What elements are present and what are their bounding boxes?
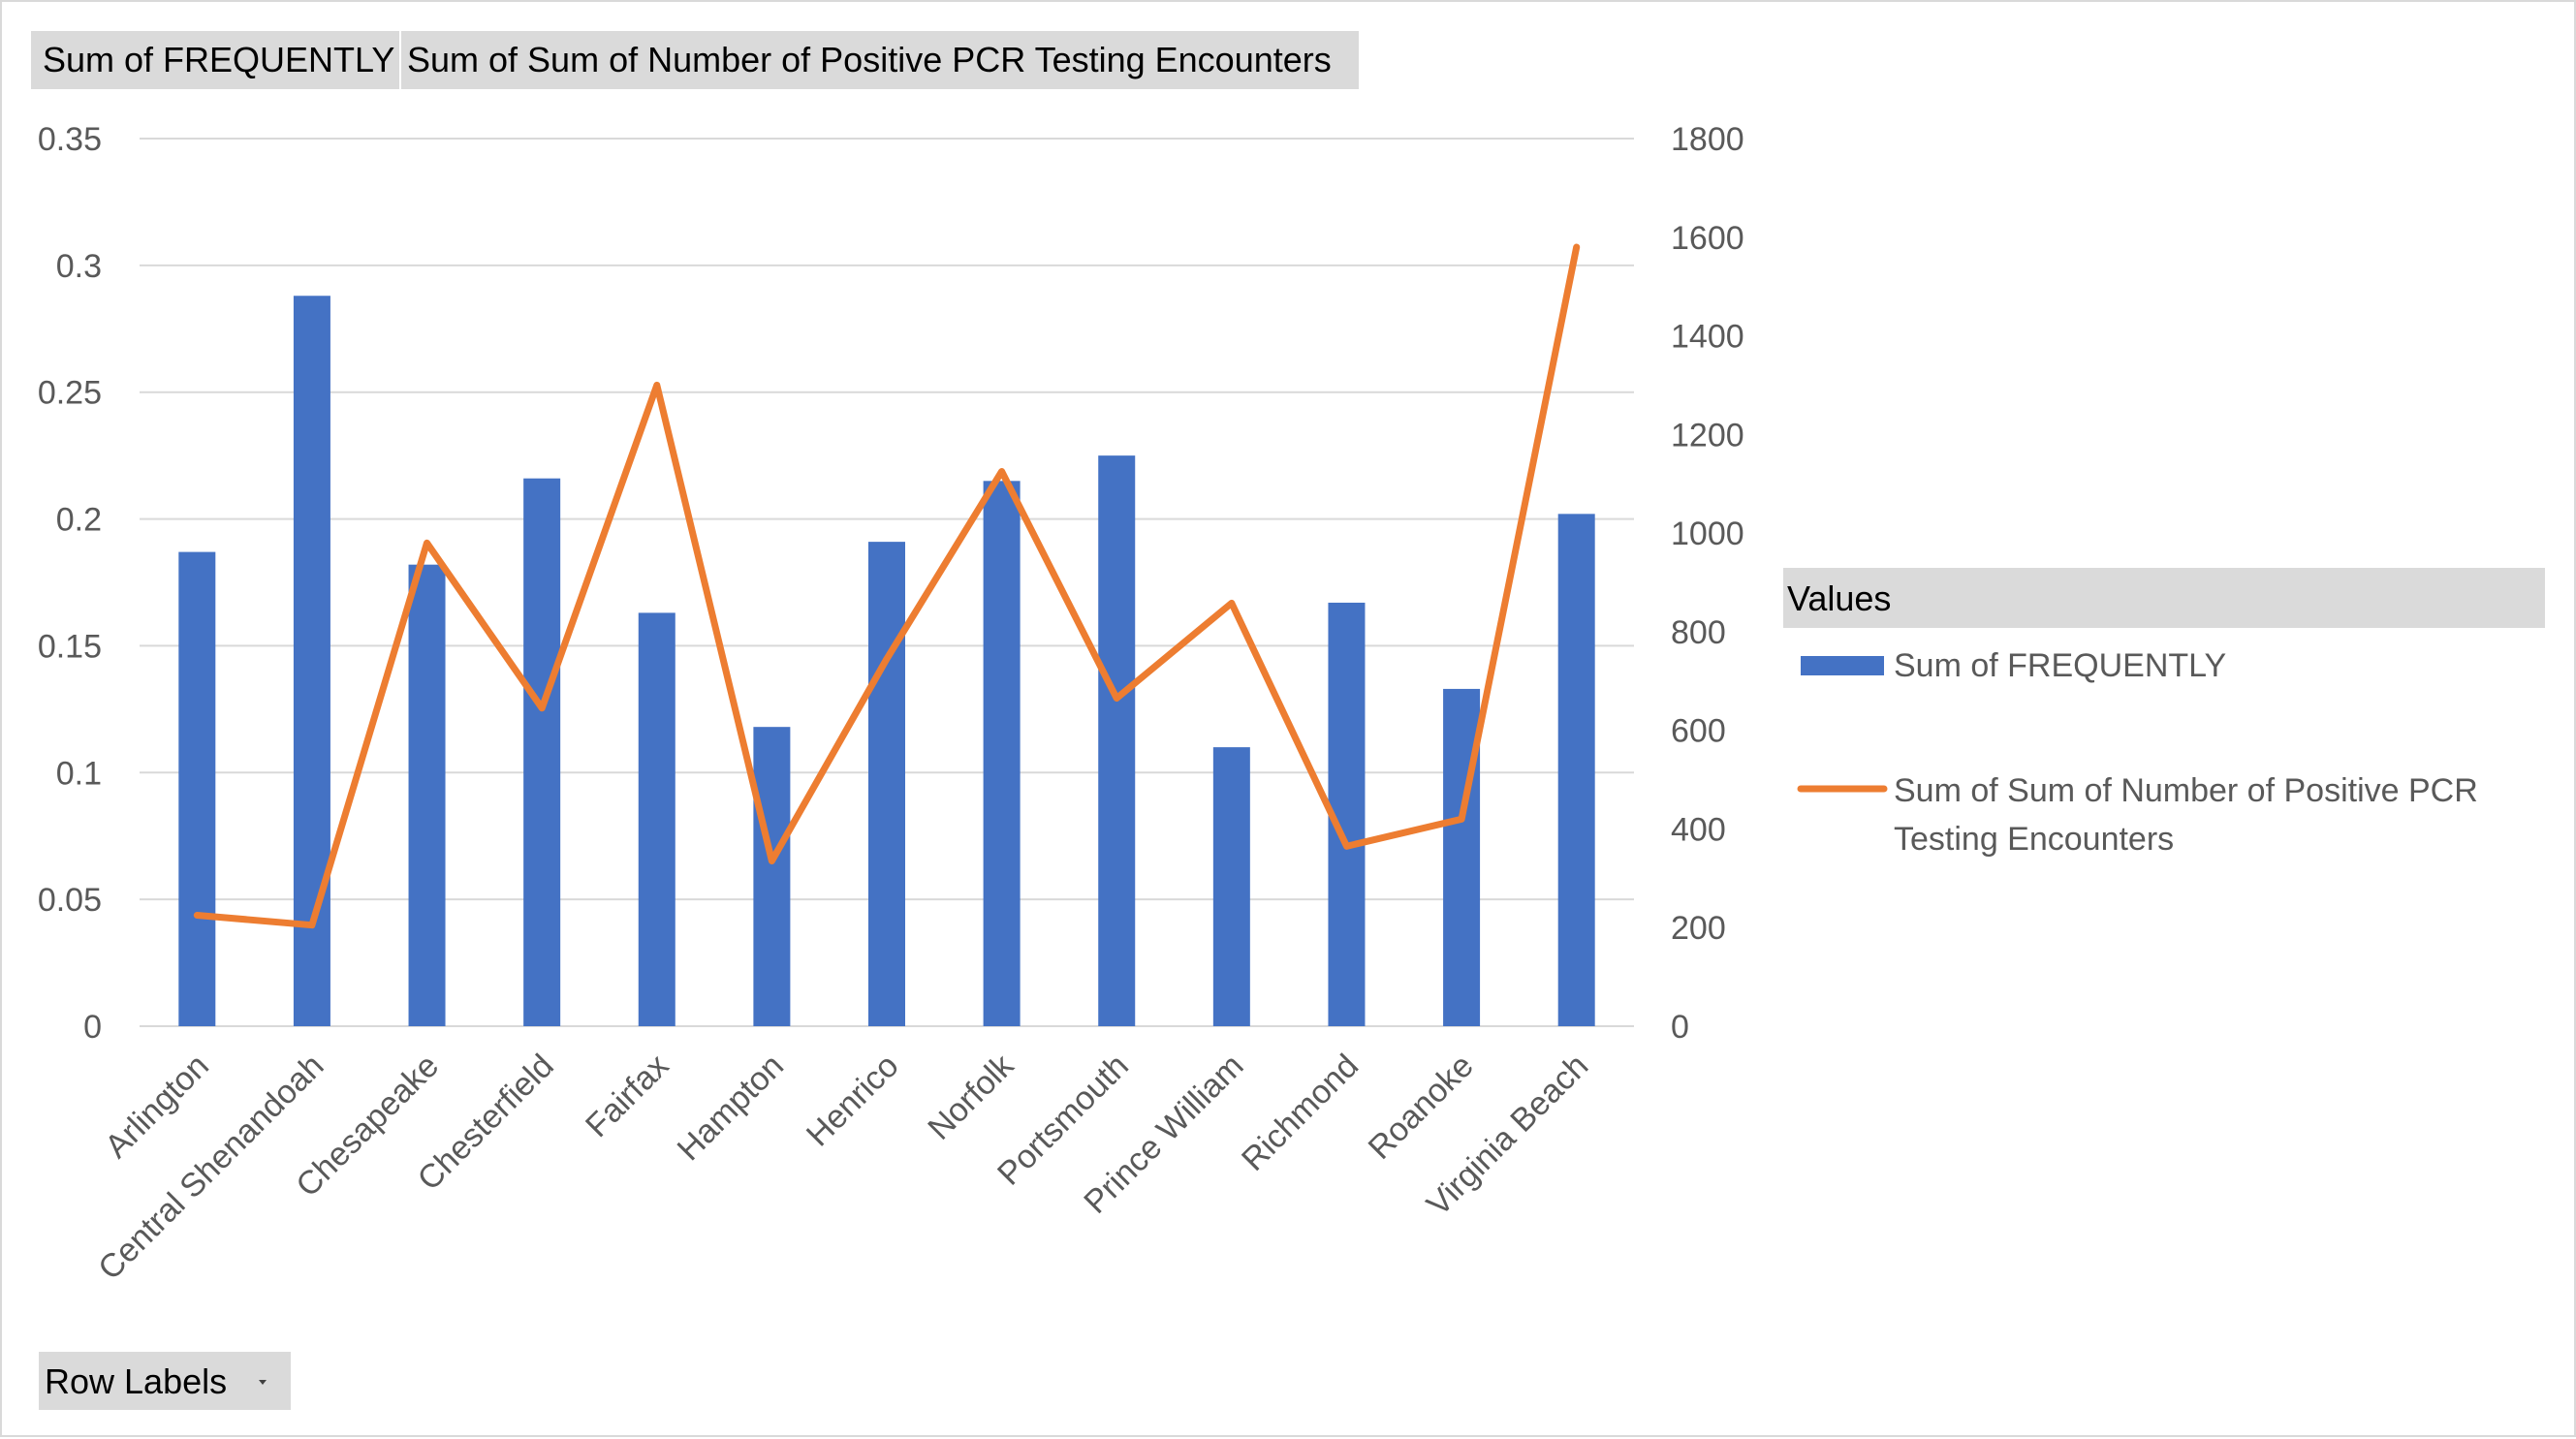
secondary-tick-label: 400 (1671, 811, 1726, 848)
legend: Values Sum of FREQUENTLY Sum of Sum of N… (1783, 568, 2545, 858)
legend-header-label: Values (1787, 579, 1891, 618)
legend-label-frequently: Sum of FREQUENTLY (1894, 647, 2226, 684)
secondary-tick-label: 1000 (1671, 516, 1744, 552)
bar[interactable] (178, 552, 215, 1026)
bar[interactable] (409, 565, 446, 1026)
legend-entry-frequently[interactable]: Sum of FREQUENTLY (1801, 647, 2226, 684)
value-field-button-pcr[interactable]: Sum of Sum of Number of Positive PCR Tes… (401, 31, 1359, 89)
primary-tick-label: 0.25 (38, 375, 102, 412)
bar[interactable] (753, 727, 790, 1026)
category-label: Roanoke (1362, 1048, 1481, 1167)
legend-entry-pcr[interactable]: Sum of Sum of Number of Positive PCR Tes… (1801, 772, 2478, 858)
bar[interactable] (984, 481, 1021, 1026)
primary-tick-label: 0.15 (38, 628, 102, 665)
category-label: Richmond (1235, 1048, 1366, 1178)
primary-tick-label: 0.1 (56, 755, 102, 792)
secondary-tick-label: 1400 (1671, 319, 1744, 356)
bar[interactable] (523, 479, 560, 1026)
primary-tick-label: 0.35 (38, 121, 102, 158)
category-label: Arlington (98, 1048, 216, 1166)
primary-tick-label: 0.05 (38, 882, 102, 919)
bar[interactable] (1098, 455, 1135, 1026)
value-field-label-pcr: Sum of Sum of Number of Positive PCR Tes… (407, 40, 1332, 79)
primary-y-axis: 0 0.05 0.1 0.15 0.2 0.25 0.3 0.35 (38, 121, 102, 1046)
value-field-label-frequently: Sum of FREQUENTLY (43, 40, 394, 79)
secondary-tick-label: 0 (1671, 1009, 1689, 1046)
secondary-tick-label: 1200 (1671, 417, 1744, 454)
category-label: Central Shenandoah (91, 1048, 330, 1287)
bar[interactable] (1558, 514, 1595, 1026)
secondary-tick-label: 200 (1671, 910, 1726, 947)
primary-tick-label: 0.3 (56, 248, 102, 285)
legend-header-background (1783, 568, 2545, 628)
legend-swatch-bar (1801, 656, 1884, 675)
legend-header: Values (1783, 568, 2545, 628)
legend-label-pcr-line2: Testing Encounters (1894, 821, 2174, 858)
secondary-tick-label: 1800 (1671, 121, 1744, 158)
primary-tick-label: 0.2 (56, 502, 102, 539)
secondary-tick-label: 1600 (1671, 220, 1744, 257)
bar[interactable] (868, 542, 905, 1026)
secondary-y-axis: 0 200 400 600 800 1000 1200 1400 1600 1800 (1671, 121, 1744, 1046)
bar[interactable] (639, 612, 675, 1026)
primary-tick-label: 0 (83, 1009, 102, 1046)
secondary-tick-label: 800 (1671, 614, 1726, 651)
category-label: Henrico (800, 1048, 906, 1154)
row-labels-field-button[interactable]: Row Labels (39, 1352, 291, 1410)
row-labels-label: Row Labels (45, 1361, 227, 1401)
secondary-tick-label: 600 (1671, 713, 1726, 750)
category-label: Norfolk (921, 1047, 1021, 1147)
category-label: Hampton (671, 1048, 791, 1168)
category-label: Fairfax (579, 1048, 675, 1144)
bar[interactable] (1213, 747, 1250, 1026)
legend-label-pcr-line1: Sum of Sum of Number of Positive PCR (1894, 772, 2478, 809)
value-field-button-frequently[interactable]: Sum of FREQUENTLY (31, 31, 399, 89)
